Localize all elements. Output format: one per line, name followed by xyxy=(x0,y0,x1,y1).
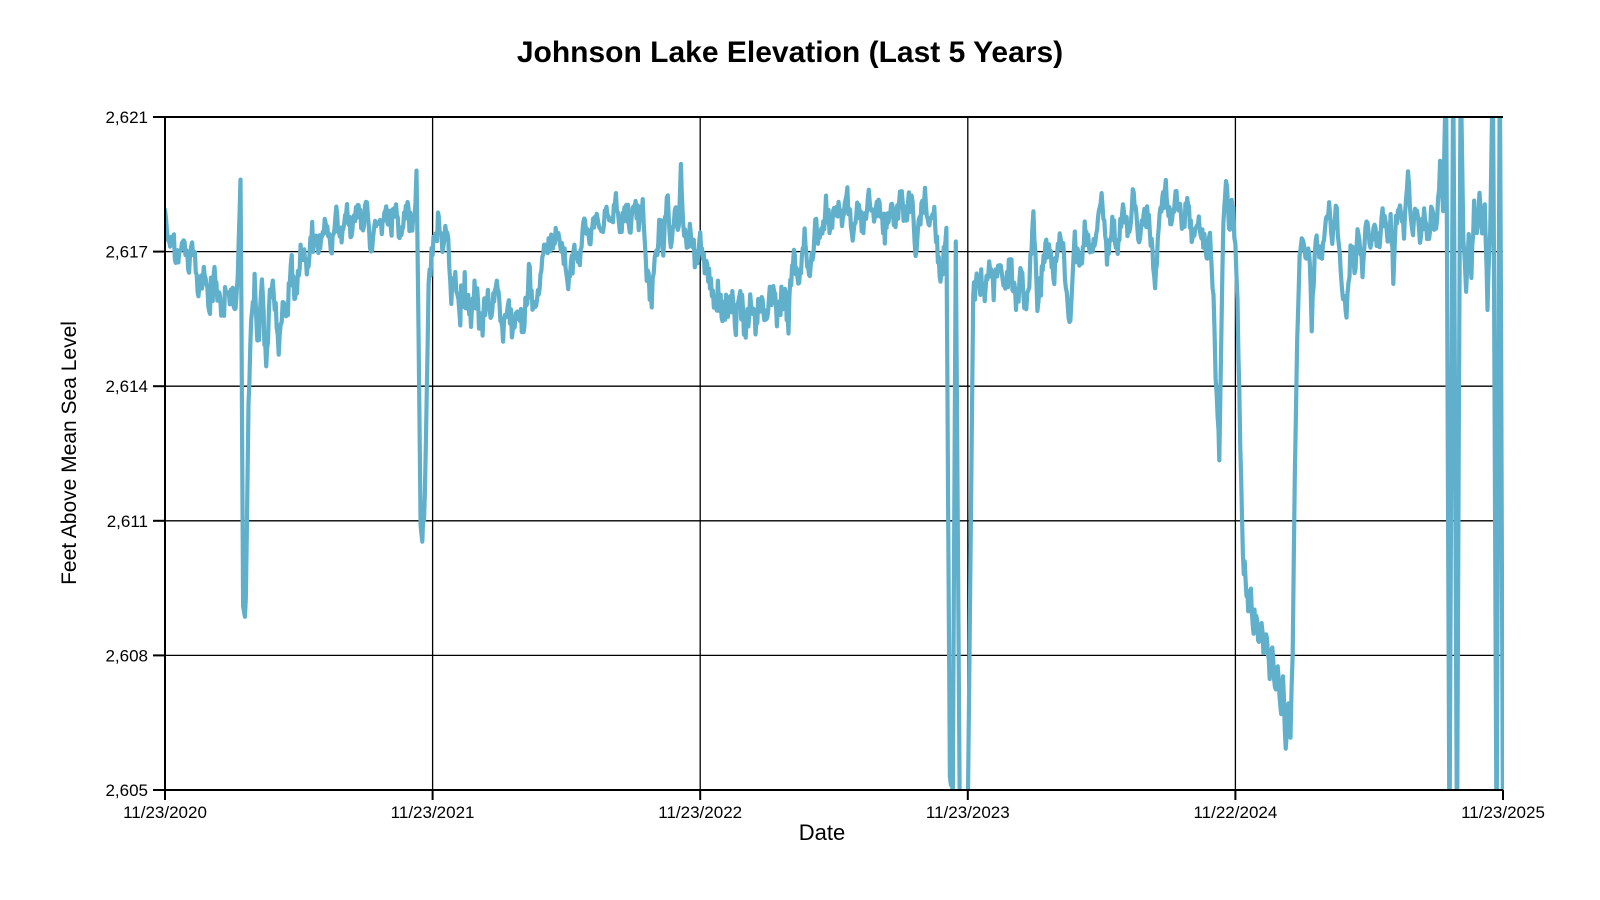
x-tick-label: 11/23/2021 xyxy=(391,803,475,822)
elevation-series-path xyxy=(164,116,1504,791)
axes-and-ticks xyxy=(153,116,1504,800)
x-tick-label: 11/23/2023 xyxy=(926,803,1010,822)
x-tick-label: 11/23/2020 xyxy=(123,803,207,822)
y-tick-label: 2,617 xyxy=(105,243,148,262)
y-tick-label: 2,614 xyxy=(105,377,148,396)
gridlines xyxy=(165,117,1503,790)
y-tick-label: 2,608 xyxy=(105,646,148,665)
y-tick-label: 2,621 xyxy=(105,108,148,127)
x-tick-label: 11/23/2022 xyxy=(658,803,742,822)
tick-labels: 2,621 2,617 2,614 2,611 2,608 2,605 11/23/2020… xyxy=(105,108,1544,822)
y-axis-title: Feet Above Mean Sea Level xyxy=(58,321,81,585)
x-axis-title: Date xyxy=(799,820,845,845)
chart-title: Johnson Lake Elevation (Last 5 Years) xyxy=(517,36,1063,69)
series-line xyxy=(164,116,1504,791)
y-tick-label: 2,605 xyxy=(105,781,148,800)
x-tick-label: 11/22/2024 xyxy=(1193,803,1277,822)
y-tick-label: 2,611 xyxy=(107,512,148,531)
x-tick-label: 11/23/2025 xyxy=(1461,803,1545,822)
